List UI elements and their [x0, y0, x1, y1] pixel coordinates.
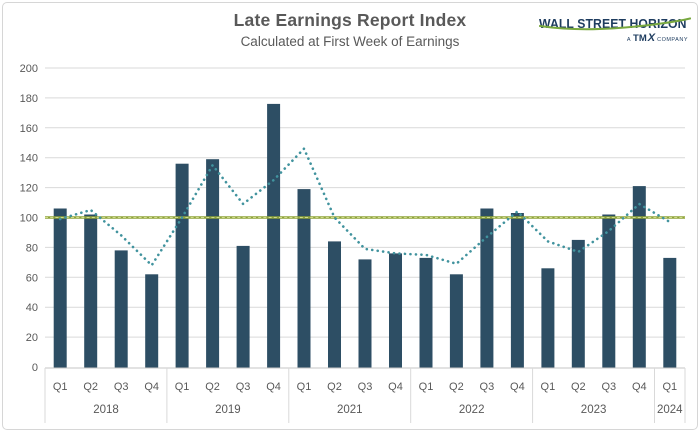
quarter-label-2021-Q1: Q1	[297, 381, 312, 393]
bar-2022-Q4	[510, 213, 524, 368]
bar-2018-Q3	[114, 250, 128, 368]
bar-2018-Q1	[53, 208, 67, 368]
quarter-label-2022-Q2: Q2	[449, 381, 464, 393]
bar-2019-Q4	[267, 103, 281, 369]
quarter-label-2018-Q2: Q2	[83, 381, 98, 393]
y-tick-label-0: 0	[32, 362, 38, 374]
bar-2018-Q2	[84, 214, 98, 368]
quarter-label-2021-Q2: Q2	[327, 381, 342, 393]
bar-2022-Q2	[449, 274, 463, 368]
y-tick-label-180: 180	[20, 93, 38, 105]
quarter-label-2019-Q2: Q2	[205, 381, 220, 393]
y-tick-label-40: 40	[26, 302, 38, 314]
logo-tagline-x: X	[647, 32, 656, 44]
quarter-label-2021-Q4: Q4	[388, 381, 403, 393]
bar-2022-Q3	[480, 208, 494, 368]
quarter-label-2018-Q3: Q3	[114, 381, 129, 393]
bar-2019-Q2	[206, 159, 220, 368]
y-tick-label-80: 80	[26, 242, 38, 254]
quarter-label-2023-Q2: Q2	[571, 381, 586, 393]
y-tick-label-140: 140	[20, 153, 38, 165]
y-tick-label-100: 100	[20, 213, 38, 225]
year-label-2024: 2024	[657, 404, 683, 416]
quarter-label-2018-Q4: Q4	[144, 381, 159, 393]
logo-tagline: A TM X COMPANY	[627, 32, 688, 44]
bar-2022-Q1	[419, 257, 433, 368]
quarter-label-2019-Q4: Q4	[266, 381, 281, 393]
bar-2021-Q1	[297, 189, 311, 368]
bar-2018-Q4	[145, 274, 159, 368]
quarter-label-2023-Q3: Q3	[601, 381, 616, 393]
quarter-label-2021-Q3: Q3	[358, 381, 373, 393]
bar-2021-Q3	[358, 259, 372, 368]
quarter-label-2023-Q4: Q4	[632, 381, 647, 393]
quarter-label-2022-Q1: Q1	[419, 381, 434, 393]
year-label-2023: 2023	[581, 404, 607, 416]
bar-2021-Q4	[389, 253, 402, 368]
bar-2023-Q2	[571, 239, 585, 368]
bar-2023-Q1	[541, 268, 555, 368]
bar-2021-Q2	[328, 241, 341, 368]
trend-dotted-line	[58, 146, 672, 268]
y-tick-label-60: 60	[26, 272, 38, 284]
quarter-label-2022-Q3: Q3	[480, 381, 495, 393]
bar-2019-Q3	[236, 245, 250, 368]
quarter-label-2018-Q1: Q1	[53, 381, 68, 393]
bar-2023-Q4	[632, 186, 646, 368]
quarter-label-2023-Q1: Q1	[541, 381, 556, 393]
logo-tagline-company: COMPANY	[657, 37, 688, 43]
year-label-2021: 2021	[337, 404, 363, 416]
y-tick-label-20: 20	[26, 332, 38, 344]
year-label-2018: 2018	[93, 404, 119, 416]
quarter-label-2022-Q4: Q4	[510, 381, 525, 393]
quarter-label-2019-Q1: Q1	[175, 381, 190, 393]
year-label-2022: 2022	[459, 404, 485, 416]
year-label-2019: 2019	[215, 404, 241, 416]
y-tick-label-160: 160	[20, 123, 38, 135]
y-tick-label-120: 120	[20, 183, 38, 195]
quarter-label-2019-Q3: Q3	[236, 381, 251, 393]
y-tick-label-200: 200	[20, 63, 38, 75]
logo-tagline-tmx: TM	[633, 33, 647, 44]
quarter-label-2024-Q1: Q1	[662, 381, 677, 393]
bar-2019-Q1	[175, 163, 189, 368]
bar-2023-Q3	[602, 214, 616, 368]
bar-2024-Q1	[663, 257, 677, 368]
logo-tagline-a: A	[626, 37, 632, 43]
